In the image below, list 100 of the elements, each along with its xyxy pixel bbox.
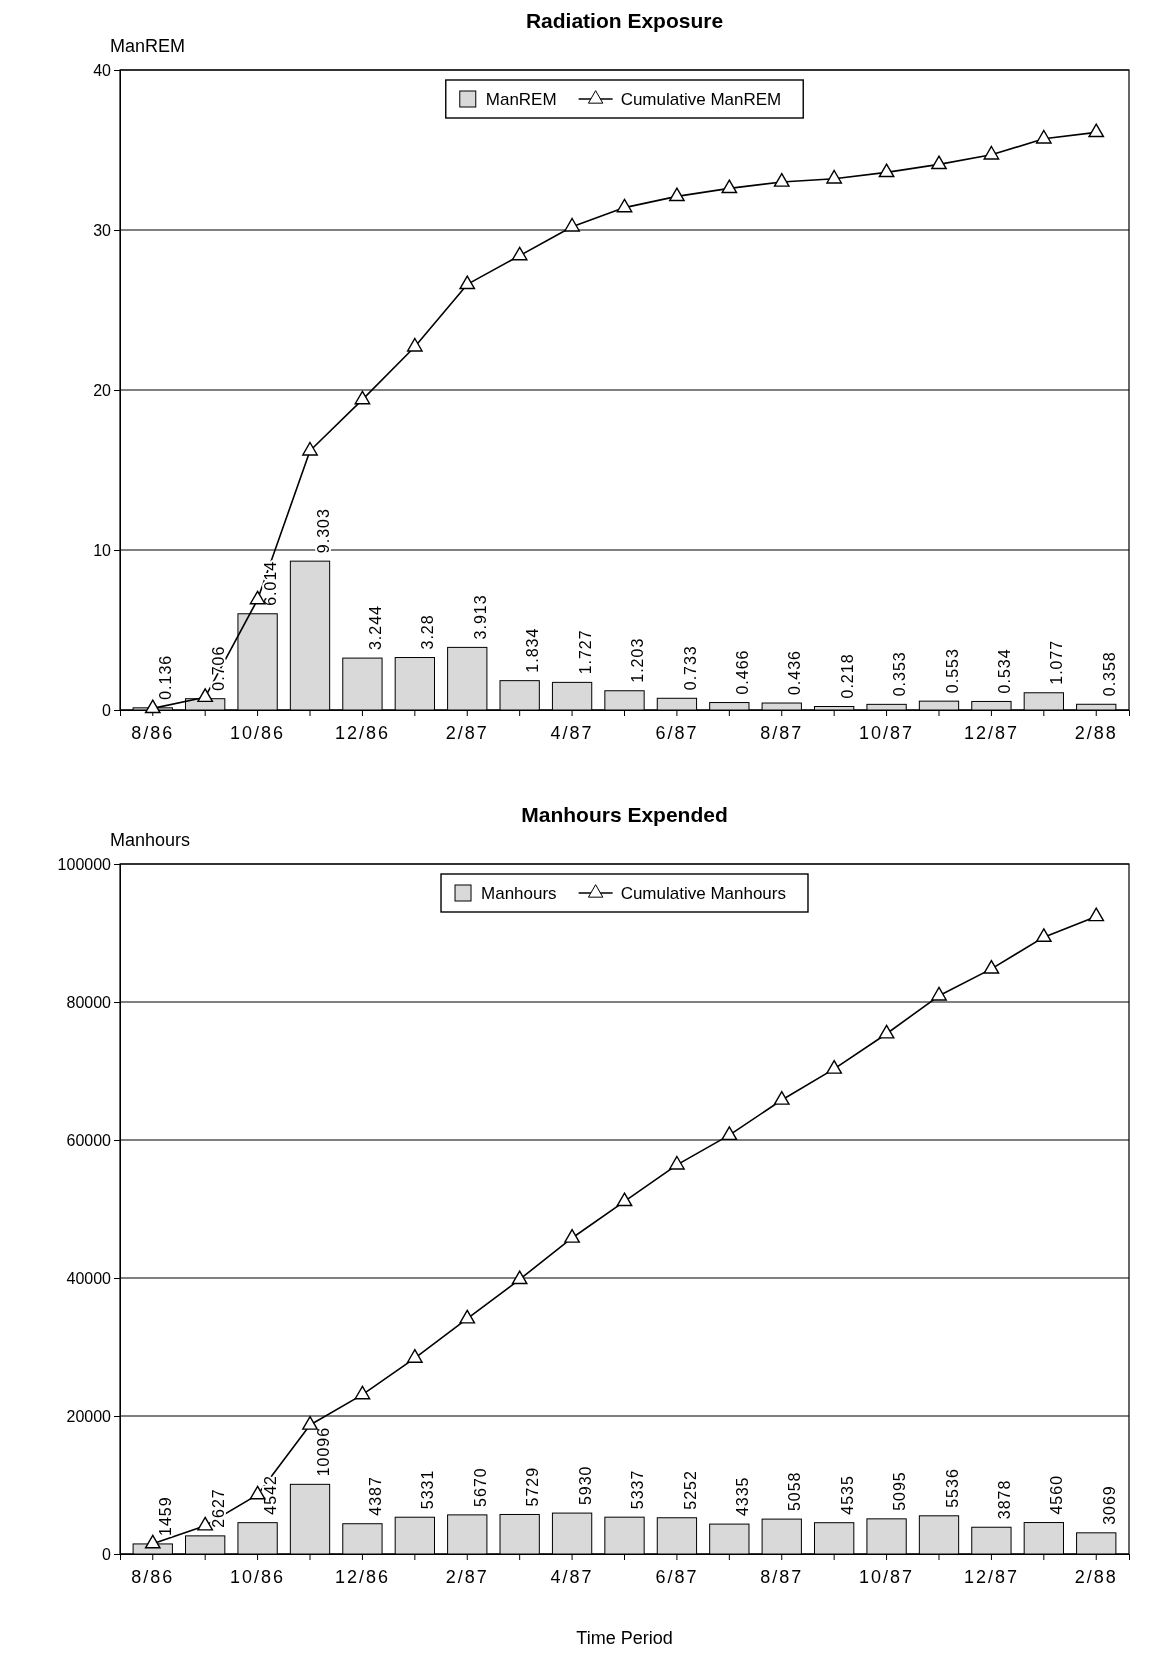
point (144, 699, 161, 714)
point (1088, 907, 1105, 922)
y-tick-label: 0 (102, 1545, 112, 1563)
x-tick-label: 8/87 (760, 722, 804, 743)
point (564, 1228, 580, 1243)
data-label: 5337 (629, 1469, 647, 1510)
y-axis-title: Manhours (110, 830, 191, 850)
point (197, 688, 214, 703)
x-tick-label: 12/86 (334, 1566, 390, 1587)
y-tick-label: 80000 (66, 993, 112, 1011)
data-label: 10096 (314, 1426, 332, 1477)
x-tick-label: 2/87 (445, 1566, 489, 1587)
x-tick-label: 8/86 (131, 1566, 175, 1587)
data-label: 5331 (419, 1469, 437, 1510)
point (773, 172, 790, 187)
data-label: 3069 (1100, 1485, 1118, 1525)
data-label: 0.136 (157, 654, 175, 700)
data-label: 1.834 (524, 627, 542, 673)
data-label: 0.534 (996, 648, 1014, 694)
data-label: 3.28 (419, 614, 437, 650)
point (1035, 928, 1052, 942)
data-label: 4387 (367, 1476, 385, 1516)
x-tick-label: 12/87 (963, 1566, 1019, 1587)
point (302, 441, 318, 456)
point (459, 1309, 476, 1324)
x-tick-label: 8/87 (760, 1566, 804, 1587)
legend-label: ManREM (485, 90, 557, 109)
data-label: 0.358 (1100, 651, 1118, 697)
x-tick-label: 10/86 (230, 1566, 286, 1587)
y-tick-label: 20 (93, 381, 112, 399)
point (721, 1126, 738, 1141)
data-label: 4560 (1048, 1474, 1066, 1515)
data-label: 5930 (576, 1465, 594, 1506)
point (354, 390, 371, 405)
x-tick-label: 2/88 (1074, 1566, 1118, 1587)
legend-label: Cumulative ManREM (620, 90, 782, 109)
data-label: 2627 (209, 1488, 227, 1528)
y-tick-label: 40 (93, 61, 112, 79)
point (826, 1059, 843, 1074)
data-label: 0.218 (838, 653, 856, 699)
point (616, 1192, 633, 1207)
data-label: 1.203 (629, 637, 647, 683)
data-label: 4542 (262, 1475, 280, 1515)
point (669, 187, 685, 202)
point (616, 198, 633, 213)
data-label: 5058 (786, 1471, 804, 1512)
y-tick-label: 10 (93, 541, 112, 559)
y-tick-label: 20000 (66, 1407, 112, 1425)
data-label: 0.553 (943, 648, 961, 694)
data-label: 1.727 (576, 629, 594, 675)
data-label: 5670 (471, 1467, 489, 1507)
x-tick-label: 10/86 (230, 722, 286, 743)
y-tick-label: 60000 (66, 1131, 112, 1149)
x-tick-label: 6/87 (655, 722, 699, 743)
data-label: 3878 (996, 1479, 1014, 1520)
point (669, 1155, 685, 1170)
point (302, 1415, 318, 1430)
data-label: 5729 (524, 1466, 542, 1507)
legend-label: Manhours (481, 884, 557, 903)
x-tick-label: 12/86 (334, 722, 390, 743)
x-tick-label: 6/87 (655, 1566, 699, 1587)
x-tick-label: 2/88 (1074, 722, 1118, 743)
point (983, 959, 1000, 974)
point (983, 145, 1000, 160)
point (144, 1534, 161, 1549)
point (406, 1349, 423, 1363)
point (511, 246, 528, 261)
data-label: 1459 (157, 1496, 175, 1536)
point (826, 169, 843, 184)
data-label: 1.077 (1048, 639, 1066, 685)
point (931, 155, 947, 170)
legend-label: Cumulative Manhours (620, 884, 786, 903)
chart-title: Manhours Expended (521, 803, 728, 826)
data-label: 5095 (891, 1471, 909, 1511)
x-tick-label: 10/87 (859, 1566, 915, 1587)
data-label: 3.913 (471, 594, 489, 640)
point (931, 986, 947, 1001)
chart-title: Radiation Exposure (525, 9, 724, 32)
point (1035, 129, 1052, 144)
x-tick-label: 10/87 (859, 722, 915, 743)
x-tick-label: 4/87 (550, 722, 594, 743)
point (721, 179, 738, 194)
y-axis-title: ManREM (110, 36, 186, 56)
point (459, 275, 476, 290)
data-label: 3.244 (367, 605, 385, 651)
data-label: 5252 (681, 1470, 699, 1510)
data-label: 4335 (733, 1476, 751, 1517)
point (197, 1516, 214, 1531)
data-label: 5536 (943, 1468, 961, 1508)
x-tick-label: 12/87 (963, 722, 1019, 743)
x-tick-label: 8/86 (131, 722, 175, 743)
point (406, 337, 423, 352)
point (354, 1385, 371, 1400)
point (878, 1024, 895, 1039)
point (878, 163, 895, 178)
point (1088, 123, 1105, 138)
point (564, 217, 580, 232)
data-label: 0.466 (733, 649, 751, 695)
data-label: 6.014 (262, 560, 280, 606)
y-tick-label: 100000 (57, 855, 112, 873)
